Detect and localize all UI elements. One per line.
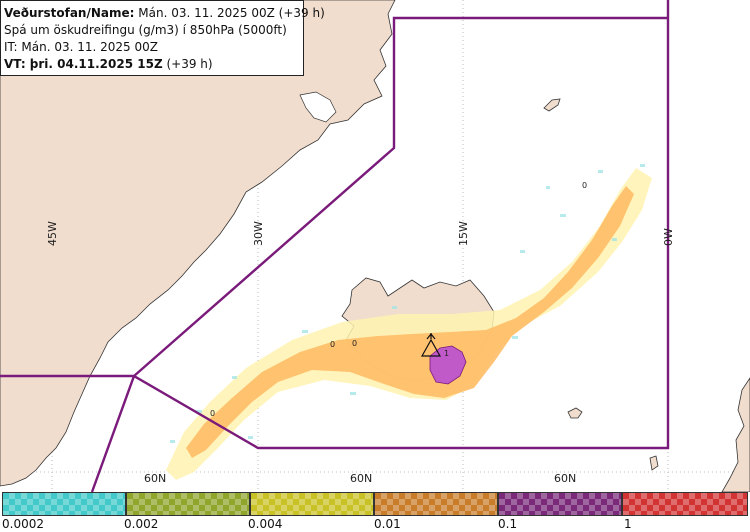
- meridian-label: 45W: [46, 221, 59, 246]
- legend-tick-label: 1: [624, 517, 632, 531]
- valid-time-value: (+39 h): [162, 57, 213, 71]
- legend-swatch: [250, 492, 374, 516]
- meridian-label: 15W: [457, 221, 470, 246]
- issuer-value: Mán. 03. 11. 2025 00Z (+39 h): [134, 6, 325, 20]
- legend-tick-label: 0.004: [248, 517, 283, 531]
- legend-tick-label: 0.1: [498, 517, 518, 531]
- volcano-icon: [420, 333, 442, 357]
- legend-swatch: [374, 492, 498, 516]
- legend-swatch: [126, 492, 250, 516]
- parallel-label: 60N: [554, 472, 576, 485]
- legend-swatch: [2, 492, 126, 516]
- contour-label: 0: [210, 409, 215, 418]
- issuer-line: Veðurstofan/Name: Mán. 03. 11. 2025 00Z …: [4, 5, 325, 22]
- legend-tick-label: 0.002: [124, 517, 159, 531]
- greenland-land: [0, 0, 396, 487]
- meridian-label: 30W: [252, 221, 265, 246]
- ash-plume-light: [166, 168, 652, 480]
- meridian-label: 0W: [662, 228, 675, 246]
- contour-label: 0: [352, 339, 357, 348]
- parallel-label: 60N: [144, 472, 166, 485]
- ash-plume-cyan-specks: [170, 164, 645, 443]
- greenland-fjord: [299, 91, 337, 123]
- valid-time-label: VT: þri. 04.11.2025 15Z: [4, 57, 163, 71]
- contour-label: 0: [330, 340, 335, 349]
- product-line: Spá um öskudreifingu (g/m3) í 850hPa (50…: [4, 23, 287, 37]
- scandinavia-land: [721, 377, 750, 492]
- legend-swatch: [622, 492, 748, 516]
- issue-time-line: IT: Mán. 03. 11. 2025 00Z: [4, 40, 158, 54]
- forecast-info-box: Veðurstofan/Name: Mán. 03. 11. 2025 00Z …: [0, 0, 325, 76]
- parallel-label: 60N: [350, 472, 372, 485]
- contour-label: 1: [444, 349, 449, 358]
- faroe-islands-land: [567, 407, 583, 419]
- issuer-label: Veðurstofan/Name:: [4, 6, 135, 20]
- legend-tick-label: 0.0002: [2, 517, 44, 531]
- graticule: [0, 0, 750, 492]
- valid-time-line: VT: þri. 04.11.2025 15Z (+39 h): [4, 56, 303, 73]
- jan-mayen-land: [543, 98, 561, 112]
- legend-swatch: [498, 492, 622, 516]
- shetland-land: [649, 455, 659, 471]
- ash-forecast-map: 45W 30W 15W 0W 60N 60N 60N 0 0 0 0 1: [0, 0, 750, 492]
- concentration-legend: 0.0002 0.002 0.004 0.01 0.1 1: [0, 492, 750, 532]
- legend-tick-label: 0.01: [374, 517, 401, 531]
- advisory-boundary: [0, 0, 670, 492]
- contour-label: 0: [582, 181, 587, 190]
